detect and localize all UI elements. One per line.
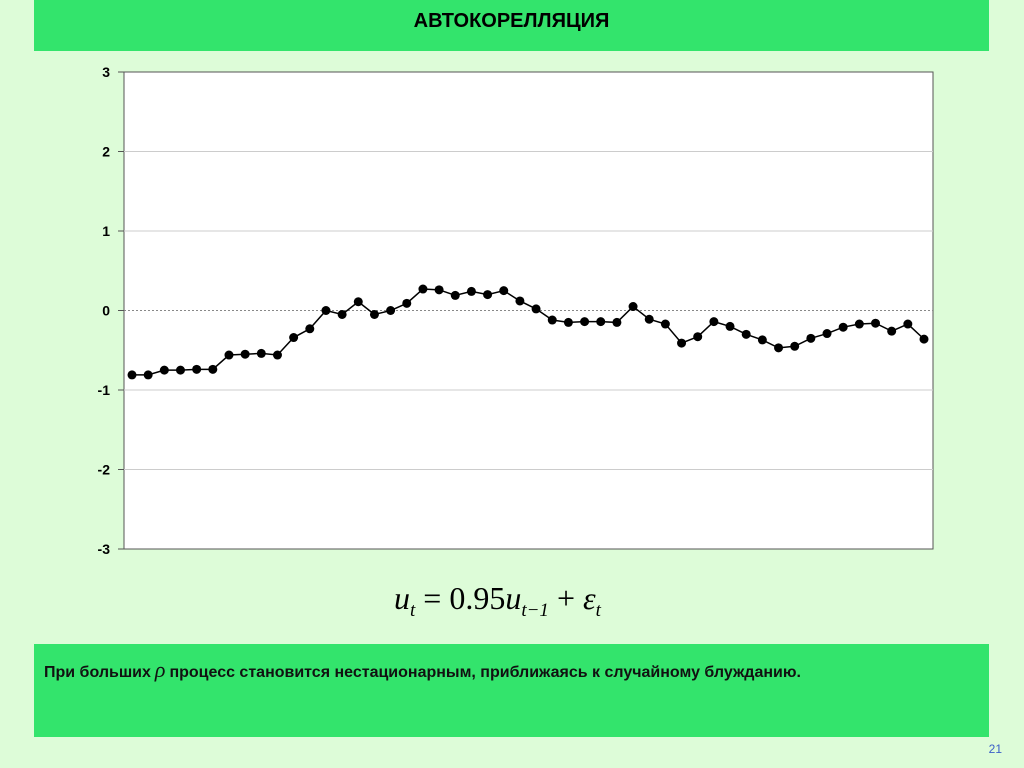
data-point	[887, 326, 897, 336]
data-point	[272, 350, 282, 360]
data-point	[466, 286, 476, 296]
formula-t-minus-1: t−1	[521, 600, 549, 621]
data-point	[628, 302, 638, 312]
y-tick-label: 3	[102, 64, 110, 80]
formula-u: u	[394, 580, 410, 616]
y-tick-label: -2	[98, 462, 111, 478]
formula-coef: 0.95	[449, 580, 506, 616]
data-point	[127, 370, 137, 380]
data-point	[305, 324, 315, 334]
data-point	[919, 334, 929, 344]
data-point	[563, 317, 573, 327]
data-point	[660, 319, 670, 329]
data-point	[596, 317, 606, 327]
data-point	[353, 297, 363, 307]
data-point	[903, 319, 913, 329]
data-point	[871, 318, 881, 328]
formula-u-lag: u	[505, 580, 522, 616]
data-point	[369, 309, 379, 319]
data-point	[192, 364, 202, 374]
y-axis: 3 2 1 0 -1 -2 -3	[98, 64, 124, 557]
data-point	[854, 319, 864, 329]
note-part1: При больших	[44, 664, 151, 681]
data-point	[774, 343, 784, 353]
autocorrelation-chart: 3 2 1 0 -1 -2 -3	[98, 64, 934, 557]
y-tick-label: 0	[102, 303, 110, 319]
note-box: При больших ρ процесс становится нестацион…	[34, 644, 989, 737]
data-point	[693, 332, 703, 342]
data-point	[677, 338, 687, 348]
formula-t-eps: t	[595, 600, 601, 621]
data-point	[515, 296, 525, 306]
data-point	[547, 315, 557, 325]
data-point	[175, 365, 185, 375]
y-tick-label: 2	[102, 144, 110, 160]
data-point	[208, 364, 218, 374]
data-point	[337, 309, 347, 319]
y-tick-label: -1	[98, 382, 111, 398]
slide-title: АВТОКОРЕЛЛЯЦИЯ	[413, 10, 610, 32]
data-point	[289, 333, 299, 343]
data-point	[143, 370, 153, 380]
series	[127, 284, 929, 380]
formula-plus: +	[556, 580, 575, 616]
data-point	[499, 286, 509, 296]
data-point	[224, 350, 234, 360]
note-part2: процесс становится нестационарным, прибл…	[169, 664, 801, 681]
data-point	[386, 306, 396, 315]
data-point	[580, 317, 590, 327]
formula-equals: =	[423, 580, 442, 616]
data-point	[709, 317, 719, 327]
data-point	[159, 365, 169, 375]
page-number: 21	[988, 742, 1002, 756]
y-tick-label: -3	[98, 541, 111, 557]
formula: ut = 0.95ut−1 + εt	[394, 580, 601, 622]
gridlines	[124, 151, 933, 470]
data-point	[644, 314, 654, 324]
data-point	[838, 322, 848, 332]
data-point	[418, 284, 428, 294]
data-point	[757, 335, 767, 345]
formula-epsilon: ε	[582, 580, 596, 616]
data-point	[483, 290, 493, 300]
data-point	[725, 321, 735, 331]
formula-t: t	[410, 600, 416, 621]
data-point	[321, 306, 331, 315]
data-point	[434, 285, 444, 295]
data-point	[240, 349, 250, 359]
data-point	[806, 333, 816, 343]
data-point	[531, 304, 541, 314]
data-point	[741, 329, 751, 339]
data-point	[256, 348, 266, 358]
note-text: При больших ρ процесс становится нестацион…	[44, 658, 974, 685]
data-point	[790, 341, 800, 351]
data-point	[822, 329, 832, 339]
y-tick-label: 1	[102, 223, 110, 239]
data-point	[612, 317, 622, 327]
data-point	[402, 298, 412, 308]
data-point	[450, 290, 460, 300]
title-bar: АВТОКОРЕЛЛЯЦИЯ	[34, 0, 989, 51]
rho-symbol: ρ	[154, 657, 166, 682]
